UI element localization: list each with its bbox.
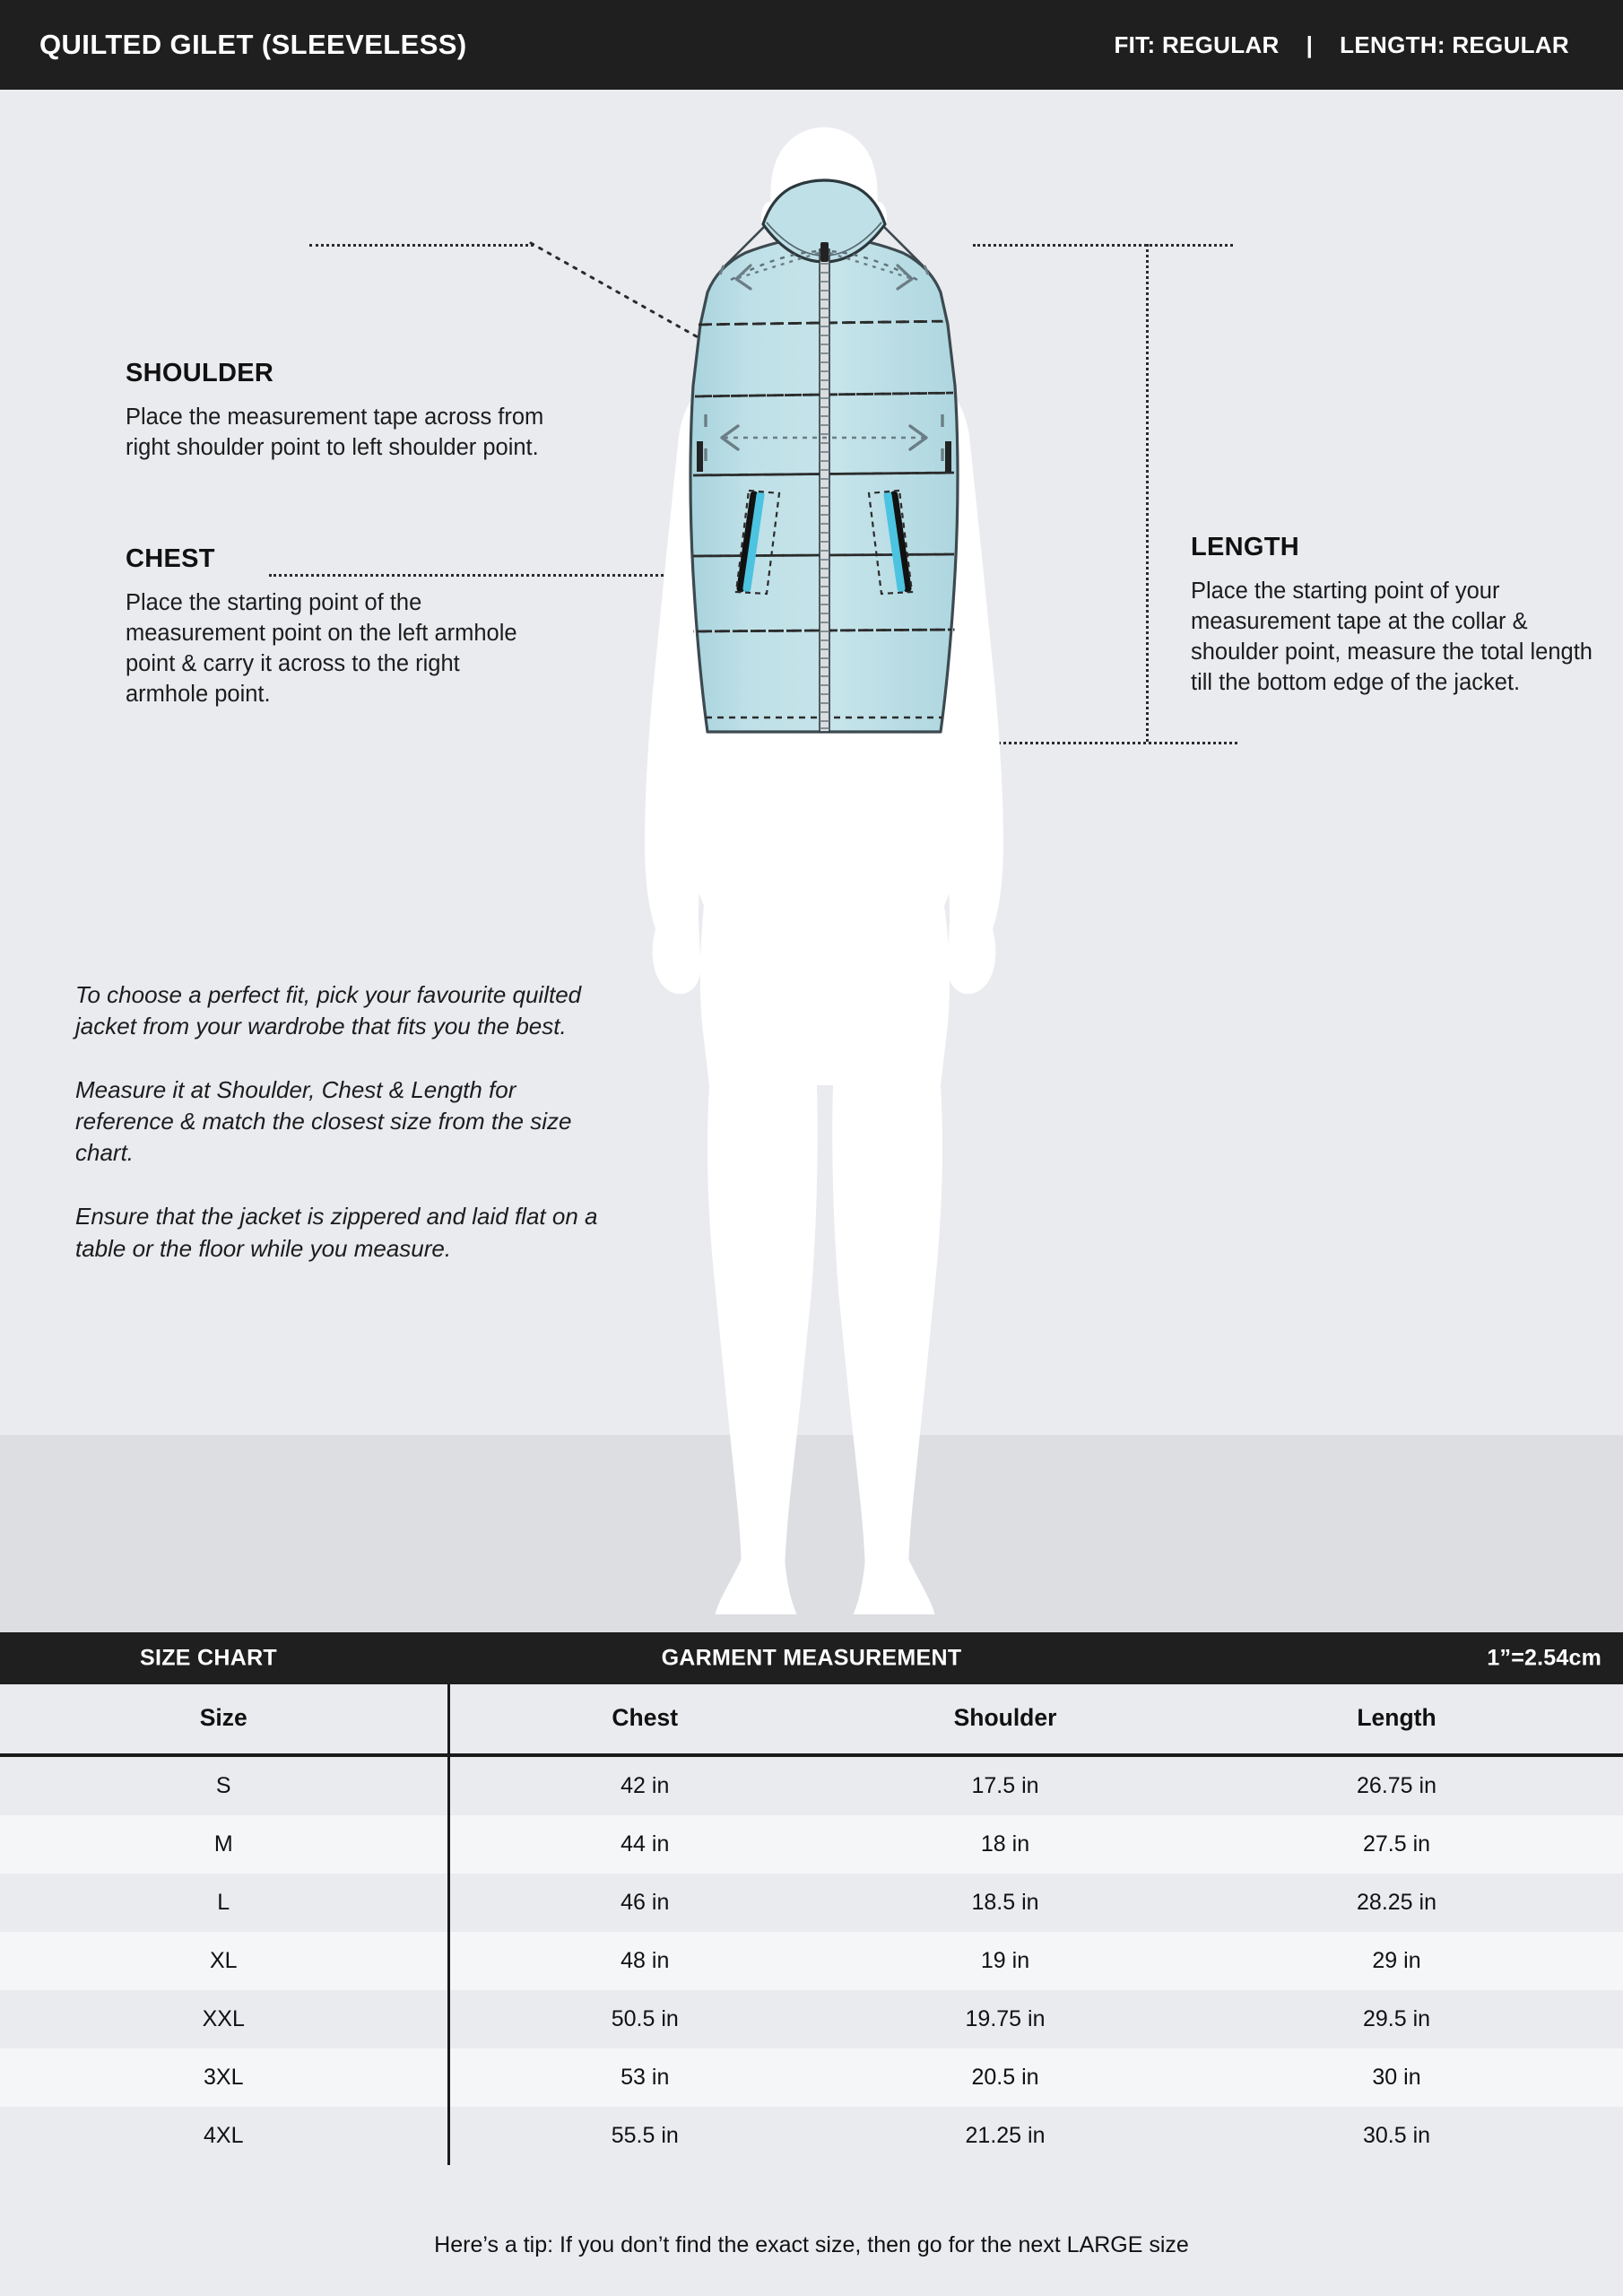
cell-chest: 53 in: [621, 2065, 670, 2090]
size-chart-section: SIZE CHART GARMENT MEASUREMENT 1”=2.54cm…: [0, 1632, 1623, 2296]
tip-paragraph-1: To choose a perfect fit, pick your favou…: [75, 981, 582, 1040]
column-header-length: Length: [1170, 1684, 1623, 1755]
footer-tip: Here’s a tip: If you don’t find the exac…: [434, 2232, 1189, 2257]
size-chart-banner: SIZE CHART GARMENT MEASUREMENT 1”=2.54cm: [0, 1632, 1623, 1684]
table-header-row: Size Chest Shoulder Length: [0, 1684, 1623, 1755]
cell-size: M: [0, 1815, 450, 1874]
chest-leader-line: [269, 574, 690, 577]
size-chart-table: Size Chest Shoulder Length S 42 in 17.5 …: [0, 1684, 1623, 2165]
chest-description: Place the starting point of the measurem…: [126, 590, 517, 707]
cell-chest: 44 in: [621, 1831, 670, 1857]
length-heading: LENGTH: [1191, 533, 1300, 561]
length-bracket-top-leader: [973, 244, 1233, 247]
cell-size: XL: [0, 1932, 450, 1990]
annotation-length: LENGTH Place the starting point of your …: [1191, 533, 1594, 699]
annotation-chest: CHEST Place the starting point of the me…: [126, 544, 547, 710]
size-chart-banner-middle: GARMENT MEASUREMENT: [661, 1645, 962, 1671]
cell-size: 4XL: [0, 2107, 450, 2165]
shoulder-leader-line: [309, 244, 534, 247]
page-header-bar: QUILTED GILET (SLEEVELESS) FIT: REGULAR …: [0, 0, 1623, 90]
page-title: QUILTED GILET (SLEEVELESS): [39, 29, 467, 60]
cell-chest: 55.5 in: [611, 2123, 679, 2148]
chest-heading: CHEST: [126, 544, 215, 573]
column-header-chest: Chest: [448, 1684, 840, 1755]
column-header-size: Size: [0, 1684, 450, 1755]
annotation-shoulder: SHOULDER Place the measurement tape acro…: [126, 359, 547, 464]
cell-size: S: [0, 1755, 450, 1815]
header-separator: |: [1306, 30, 1314, 58]
gilet-garment: [689, 178, 959, 734]
shoulder-heading: SHOULDER: [126, 359, 274, 387]
length-label: LENGTH: REGULAR: [1340, 30, 1569, 58]
table-row[interactable]: 3XL 53 in 20.5 in 30 in: [0, 2048, 1623, 2107]
cell-shoulder: 17.5 in: [971, 1773, 1039, 1798]
illustration-stage: SHOULDER Place the measurement tape acro…: [0, 90, 1623, 1632]
length-bracket-bottom-leader: [982, 742, 1237, 744]
table-row[interactable]: L 46 in 18.5 in 28.25 in: [0, 1874, 1623, 1932]
shoulder-leader-diagonal: [529, 241, 701, 340]
cell-size: L: [0, 1874, 450, 1932]
cell-chest: 48 in: [621, 1948, 670, 1973]
fit-label: FIT: REGULAR: [1114, 30, 1280, 58]
cell-length: 28.25 in: [1357, 1890, 1436, 1915]
shoulder-description: Place the measurement tape across from r…: [126, 404, 544, 460]
table-row[interactable]: M 44 in 18 in 27.5 in: [0, 1815, 1623, 1874]
cell-shoulder: 20.5 in: [971, 2065, 1039, 2090]
pocket-zip-left: [734, 489, 781, 596]
chest-measure-arrow: [704, 414, 944, 461]
size-chart-body: S 42 in 17.5 in 26.75 in M 44 in 18 in 2…: [0, 1755, 1623, 2165]
tip-paragraph-2: Measure it at Shoulder, Chest & Length f…: [75, 1076, 572, 1167]
shoulder-measure-arrow: [718, 251, 930, 291]
cell-chest: 50.5 in: [611, 2006, 679, 2031]
tip-paragraph-3: Ensure that the jacket is zippered and l…: [75, 1203, 598, 1262]
length-description: Place the starting point of your measure…: [1191, 578, 1593, 695]
cell-length: 29 in: [1372, 1948, 1421, 1973]
gilet-illustration: [587, 90, 1063, 1614]
column-header-shoulder: Shoulder: [840, 1684, 1170, 1755]
cell-shoulder: 19.75 in: [965, 2006, 1046, 2031]
cell-length: 30 in: [1372, 2065, 1421, 2090]
table-row[interactable]: XXL 50.5 in 19.75 in 29.5 in: [0, 1990, 1623, 2048]
cell-shoulder: 19 in: [980, 1948, 1030, 1973]
cell-shoulder: 21.25 in: [965, 2123, 1046, 2148]
cell-chest: 42 in: [621, 1773, 670, 1798]
size-chart-banner-left: SIZE CHART: [140, 1645, 277, 1671]
cell-length: 26.75 in: [1357, 1773, 1436, 1798]
cell-size: XXL: [0, 1990, 450, 2048]
cell-size: 3XL: [0, 2048, 450, 2107]
cell-length: 29.5 in: [1362, 2006, 1431, 2031]
cell-shoulder: 18 in: [980, 1831, 1030, 1857]
length-bracket-vertical: [1146, 244, 1149, 742]
table-row[interactable]: XL 48 in 19 in 29 in: [0, 1932, 1623, 1990]
cell-chest: 46 in: [621, 1890, 670, 1915]
measuring-tips: To choose a perfect fit, pick your favou…: [75, 979, 613, 1265]
cell-length: 30.5 in: [1362, 2123, 1431, 2148]
cell-length: 27.5 in: [1362, 1831, 1431, 1857]
size-chart-banner-right: 1”=2.54cm: [1487, 1645, 1601, 1671]
cell-shoulder: 18.5 in: [971, 1890, 1039, 1915]
floor-band: [0, 1435, 1623, 1632]
header-meta: FIT: REGULAR | LENGTH: REGULAR: [1114, 31, 1584, 59]
pocket-zip-right: [867, 489, 914, 596]
table-row[interactable]: 4XL 55.5 in 21.25 in 30.5 in: [0, 2107, 1623, 2165]
table-row[interactable]: S 42 in 17.5 in 26.75 in: [0, 1755, 1623, 1815]
